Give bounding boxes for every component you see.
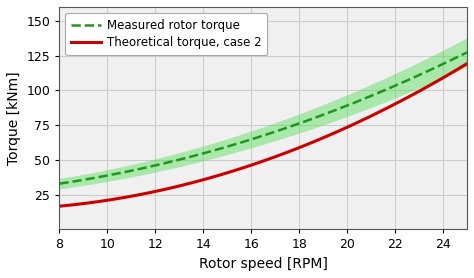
Theoretical torque, case 2 (353, 122, 358, 125)
Theoretical torque, case 2 (106, 198, 111, 202)
X-axis label: Rotor speed [RPM]: Rotor speed [RPM] (199, 257, 328, 271)
Theoretical torque, case 2 (313, 139, 319, 143)
Measured rotor torque (353, 101, 358, 104)
Measured rotor torque (351, 101, 356, 105)
Y-axis label: Torque [kNm]: Torque [kNm] (7, 71, 21, 165)
Line: Theoretical torque, case 2: Theoretical torque, case 2 (59, 64, 467, 206)
Theoretical torque, case 2 (351, 123, 356, 126)
Theoretical torque, case 2 (464, 62, 470, 65)
Line: Measured rotor torque: Measured rotor torque (59, 52, 467, 184)
Theoretical torque, case 2 (218, 173, 224, 177)
Measured rotor torque (464, 51, 470, 54)
Legend: Measured rotor torque, Theoretical torque, case 2: Measured rotor torque, Theoretical torqu… (65, 13, 267, 55)
Measured rotor torque (218, 147, 224, 150)
Theoretical torque, case 2 (56, 205, 62, 208)
Theoretical torque, case 2 (190, 181, 195, 184)
Measured rotor torque (313, 116, 319, 119)
Measured rotor torque (56, 182, 62, 185)
Measured rotor torque (106, 174, 111, 177)
Measured rotor torque (190, 155, 195, 158)
